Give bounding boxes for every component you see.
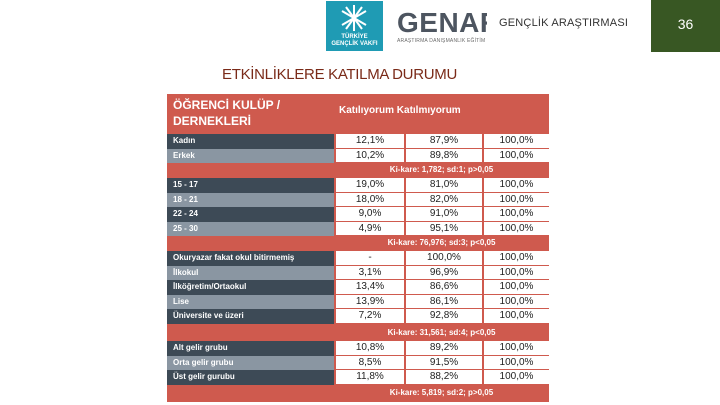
chi-square-stat: Ki-kare: 31,561; sd:4; p<0,05 <box>387 328 496 337</box>
cell-total: 100,0% <box>482 178 549 193</box>
genar-logo-subtitle: ARAŞTIRMA DANIŞMANLIK EĞİTİM <box>397 38 486 44</box>
tgv-logo-line1: TÜRKİYE <box>341 34 368 40</box>
cell-katiliyorum: 9,0% <box>334 207 404 222</box>
row-label: Lise <box>167 294 334 310</box>
cell-katilmiyorum: 91,0% <box>404 207 482 222</box>
row-label: Erkek <box>167 148 334 164</box>
cell-katilmiyorum: 91,5% <box>404 355 482 371</box>
row-label: Üniversite ve üzeri <box>167 309 334 324</box>
table-row: Kadın 12,1% 87,9% 100,0% <box>167 134 549 149</box>
cell-katilmiyorum: 86,1% <box>404 294 482 310</box>
chi-square-stat: Ki-kare: 76,976; sd:3; p<0,05 <box>387 238 496 247</box>
table-row: İlkokul 3,1% 96,9% 100,0% <box>167 265 549 281</box>
cell-katiliyorum: 4,9% <box>334 221 404 237</box>
genar-logo-word: GENAR <box>397 7 501 38</box>
row-label: 22 - 24 <box>167 207 334 222</box>
cell-katiliyorum: 13,9% <box>334 294 404 310</box>
table-row: 25 - 30 4,9% 95,1% 100,0% <box>167 221 549 237</box>
column-headers: Katılıyorum Katılmıyorum <box>339 105 461 116</box>
table-header: ÖĞRENCİ KULÜP / DERNEKLERİ Katılıyorum K… <box>167 94 549 132</box>
cell-total: 100,0% <box>482 148 549 164</box>
cell-total: 100,0% <box>482 355 549 371</box>
row-label: 25 - 30 <box>167 221 334 237</box>
cell-katiliyorum: 12,1% <box>334 134 404 149</box>
cell-katilmiyorum: 89,2% <box>404 341 482 356</box>
cell-katiliyorum: 7,2% <box>334 309 404 324</box>
chi-square-stat: Ki-kare: 1,782; sd:1; p>0,05 <box>389 165 494 174</box>
row-label: 15 - 17 <box>167 178 334 193</box>
table-row: Lise 13,9% 86,1% 100,0% <box>167 294 549 310</box>
table-row: Üniversite ve üzeri 7,2% 92,8% 100,0% <box>167 309 549 324</box>
cell-total: 100,0% <box>482 370 549 385</box>
star-emblem-icon <box>341 5 367 31</box>
cell-katilmiyorum: 87,9% <box>404 134 482 149</box>
page-number: 36 <box>651 0 720 52</box>
table-header-label: ÖĞRENCİ KULÜP / DERNEKLERİ <box>173 97 333 129</box>
cell-katiliyorum: - <box>334 251 404 266</box>
row-label: İlkokul <box>167 265 334 281</box>
cell-total: 100,0% <box>482 221 549 237</box>
cell-katilmiyorum: 88,2% <box>404 370 482 385</box>
cell-total: 100,0% <box>482 192 549 208</box>
cell-katiliyorum: 3,1% <box>334 265 404 281</box>
table-row: Üst gelir gurubu 11,8% 88,2% 100,0% <box>167 370 549 385</box>
cell-total: 100,0% <box>482 207 549 222</box>
cell-katilmiyorum: 95,1% <box>404 221 482 237</box>
table-row: 22 - 24 9,0% 91,0% 100,0% <box>167 207 549 222</box>
cell-katiliyorum: 11,8% <box>334 370 404 385</box>
cell-katilmiyorum: 92,8% <box>404 309 482 324</box>
cell-total: 100,0% <box>482 309 549 324</box>
slide-header: TÜRKİYE GENÇLİK VAKFI GENAR ARAŞTIRMA DA… <box>0 0 720 52</box>
tgv-logo: TÜRKİYE GENÇLİK VAKFI <box>326 1 383 51</box>
tgv-logo-line2: GENÇLİK VAKFI <box>331 41 378 47</box>
cell-katilmiyorum: 82,0% <box>404 192 482 208</box>
table-row: İlköğretim/Ortaokul 13,4% 86,6% 100,0% <box>167 280 549 295</box>
cell-katiliyorum: 10,2% <box>334 148 404 164</box>
cell-katiliyorum: 8,5% <box>334 355 404 371</box>
cell-total: 100,0% <box>482 134 549 149</box>
table-header-label-line2: DERNEKLERİ <box>173 114 252 128</box>
table-row: Orta gelir grubu 8,5% 91,5% 100,0% <box>167 355 549 371</box>
cell-total: 100,0% <box>482 294 549 310</box>
chi-square-stat: Ki-kare: 5,819; sd:2; p>0,05 <box>389 388 494 397</box>
table-row: Alt gelir grubu 10,8% 89,2% 100,0% <box>167 341 549 356</box>
cell-total: 100,0% <box>482 251 549 266</box>
table-row: Okuryazar fakat okul bitirmemiş - 100,0%… <box>167 251 549 266</box>
cell-katiliyorum: 18,0% <box>334 192 404 208</box>
row-label: Kadın <box>167 134 334 149</box>
section-title-band: GENÇLİK ARAŞTIRMASI <box>487 0 651 52</box>
slide-title: ETKİNLİKLERE KATILMA DURUMU <box>222 66 458 83</box>
row-label: Orta gelir grubu <box>167 355 334 371</box>
cell-katilmiyorum: 89,8% <box>404 148 482 164</box>
cell-katiliyorum: 19,0% <box>334 178 404 193</box>
row-label: İlköğretim/Ortaokul <box>167 280 334 295</box>
table-row: Erkek 10,2% 89,8% 100,0% <box>167 148 549 164</box>
cell-katilmiyorum: 100,0% <box>404 251 482 266</box>
cell-katilmiyorum: 96,9% <box>404 265 482 281</box>
row-label: Okuryazar fakat okul bitirmemiş <box>167 251 334 266</box>
cell-katiliyorum: 13,4% <box>334 280 404 295</box>
table-row: 18 - 21 18,0% 82,0% 100,0% <box>167 192 549 208</box>
cell-total: 100,0% <box>482 265 549 281</box>
table-header-label-line1: ÖĞRENCİ KULÜP / <box>173 98 281 112</box>
row-label: 18 - 21 <box>167 192 334 208</box>
cell-katilmiyorum: 86,6% <box>404 280 482 295</box>
cell-total: 100,0% <box>482 280 549 295</box>
cell-katiliyorum: 10,8% <box>334 341 404 356</box>
row-label: Üst gelir gurubu <box>167 370 334 385</box>
genar-logo: GENAR ARAŞTIRMA DANIŞMANLIK EĞİTİM <box>395 6 500 46</box>
table-row: 15 - 17 19,0% 81,0% 100,0% <box>167 178 549 193</box>
cell-katilmiyorum: 81,0% <box>404 178 482 193</box>
results-table: ÖĞRENCİ KULÜP / DERNEKLERİ Katılıyorum K… <box>167 94 549 402</box>
row-label: Alt gelir grubu <box>167 341 334 356</box>
section-title: GENÇLİK ARAŞTIRMASI <box>499 17 629 29</box>
cell-total: 100,0% <box>482 341 549 356</box>
